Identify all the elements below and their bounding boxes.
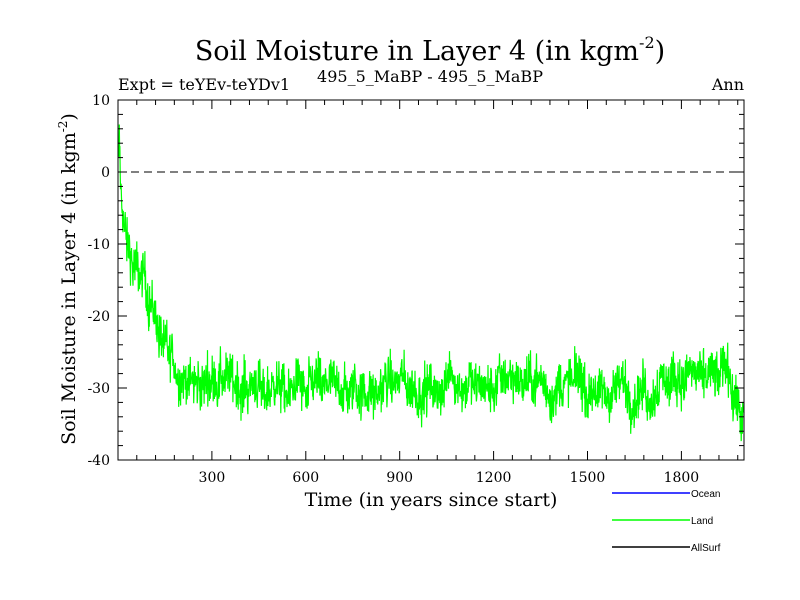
- y-tick-label: 10: [92, 93, 110, 109]
- plot-frame: [117, 99, 745, 461]
- y-axis-label: Soil Moisture in Layer 4 (in kgm-2): [56, 113, 80, 445]
- y-axis-label-main: Soil Moisture in Layer 4 (in kgm: [58, 132, 80, 445]
- y-tick-label: -10: [87, 237, 110, 253]
- legend-label-allsurf: AllSurf: [691, 543, 721, 554]
- series-line-land: [117, 124, 745, 442]
- chart-title-main: Soil Moisture in Layer 4 (in kgm: [195, 36, 639, 67]
- chart-title-close: ): [655, 36, 666, 67]
- plot-area: 300 600 900 1200 1500 1800 -40 -30 -20 -10 0 10: [87, 93, 745, 486]
- y-tick-label: -20: [87, 309, 110, 325]
- x-tick-label: 1500: [570, 470, 606, 486]
- x-tick-label: 1800: [664, 470, 700, 486]
- y-tick-label: -40: [87, 453, 110, 469]
- chart-title-sup: -2: [639, 33, 655, 52]
- x-tick-label: 300: [199, 470, 226, 486]
- x-tick-label: 600: [292, 470, 319, 486]
- legend-label-ocean: Ocean: [691, 489, 720, 500]
- subtitle-left: Expt = teYEv-teYDv1: [118, 75, 290, 94]
- y-axis-label-close: ): [58, 113, 80, 120]
- x-axis-label: Time (in years since start): [305, 489, 558, 511]
- legend-label-land: Land: [691, 516, 713, 527]
- y-tick-label: 0: [101, 165, 110, 181]
- y-axis-label-sup: -2: [56, 121, 70, 133]
- y-tick-label: -30: [87, 381, 110, 397]
- chart-title: Soil Moisture in Layer 4 (in kgm-2): [195, 33, 665, 67]
- x-tick-label: 900: [386, 470, 413, 486]
- subtitle-center: 495_5_MaBP - 495_5_MaBP: [317, 67, 543, 86]
- subtitle-right: Ann: [711, 75, 744, 94]
- x-tick-label: 1200: [476, 470, 512, 486]
- legend: Ocean Land AllSurf: [612, 489, 721, 554]
- series-layer: [117, 124, 745, 442]
- ticks-layer: 300 600 900 1200 1500 1800 -40 -30 -20 -10 0 10: [87, 93, 744, 486]
